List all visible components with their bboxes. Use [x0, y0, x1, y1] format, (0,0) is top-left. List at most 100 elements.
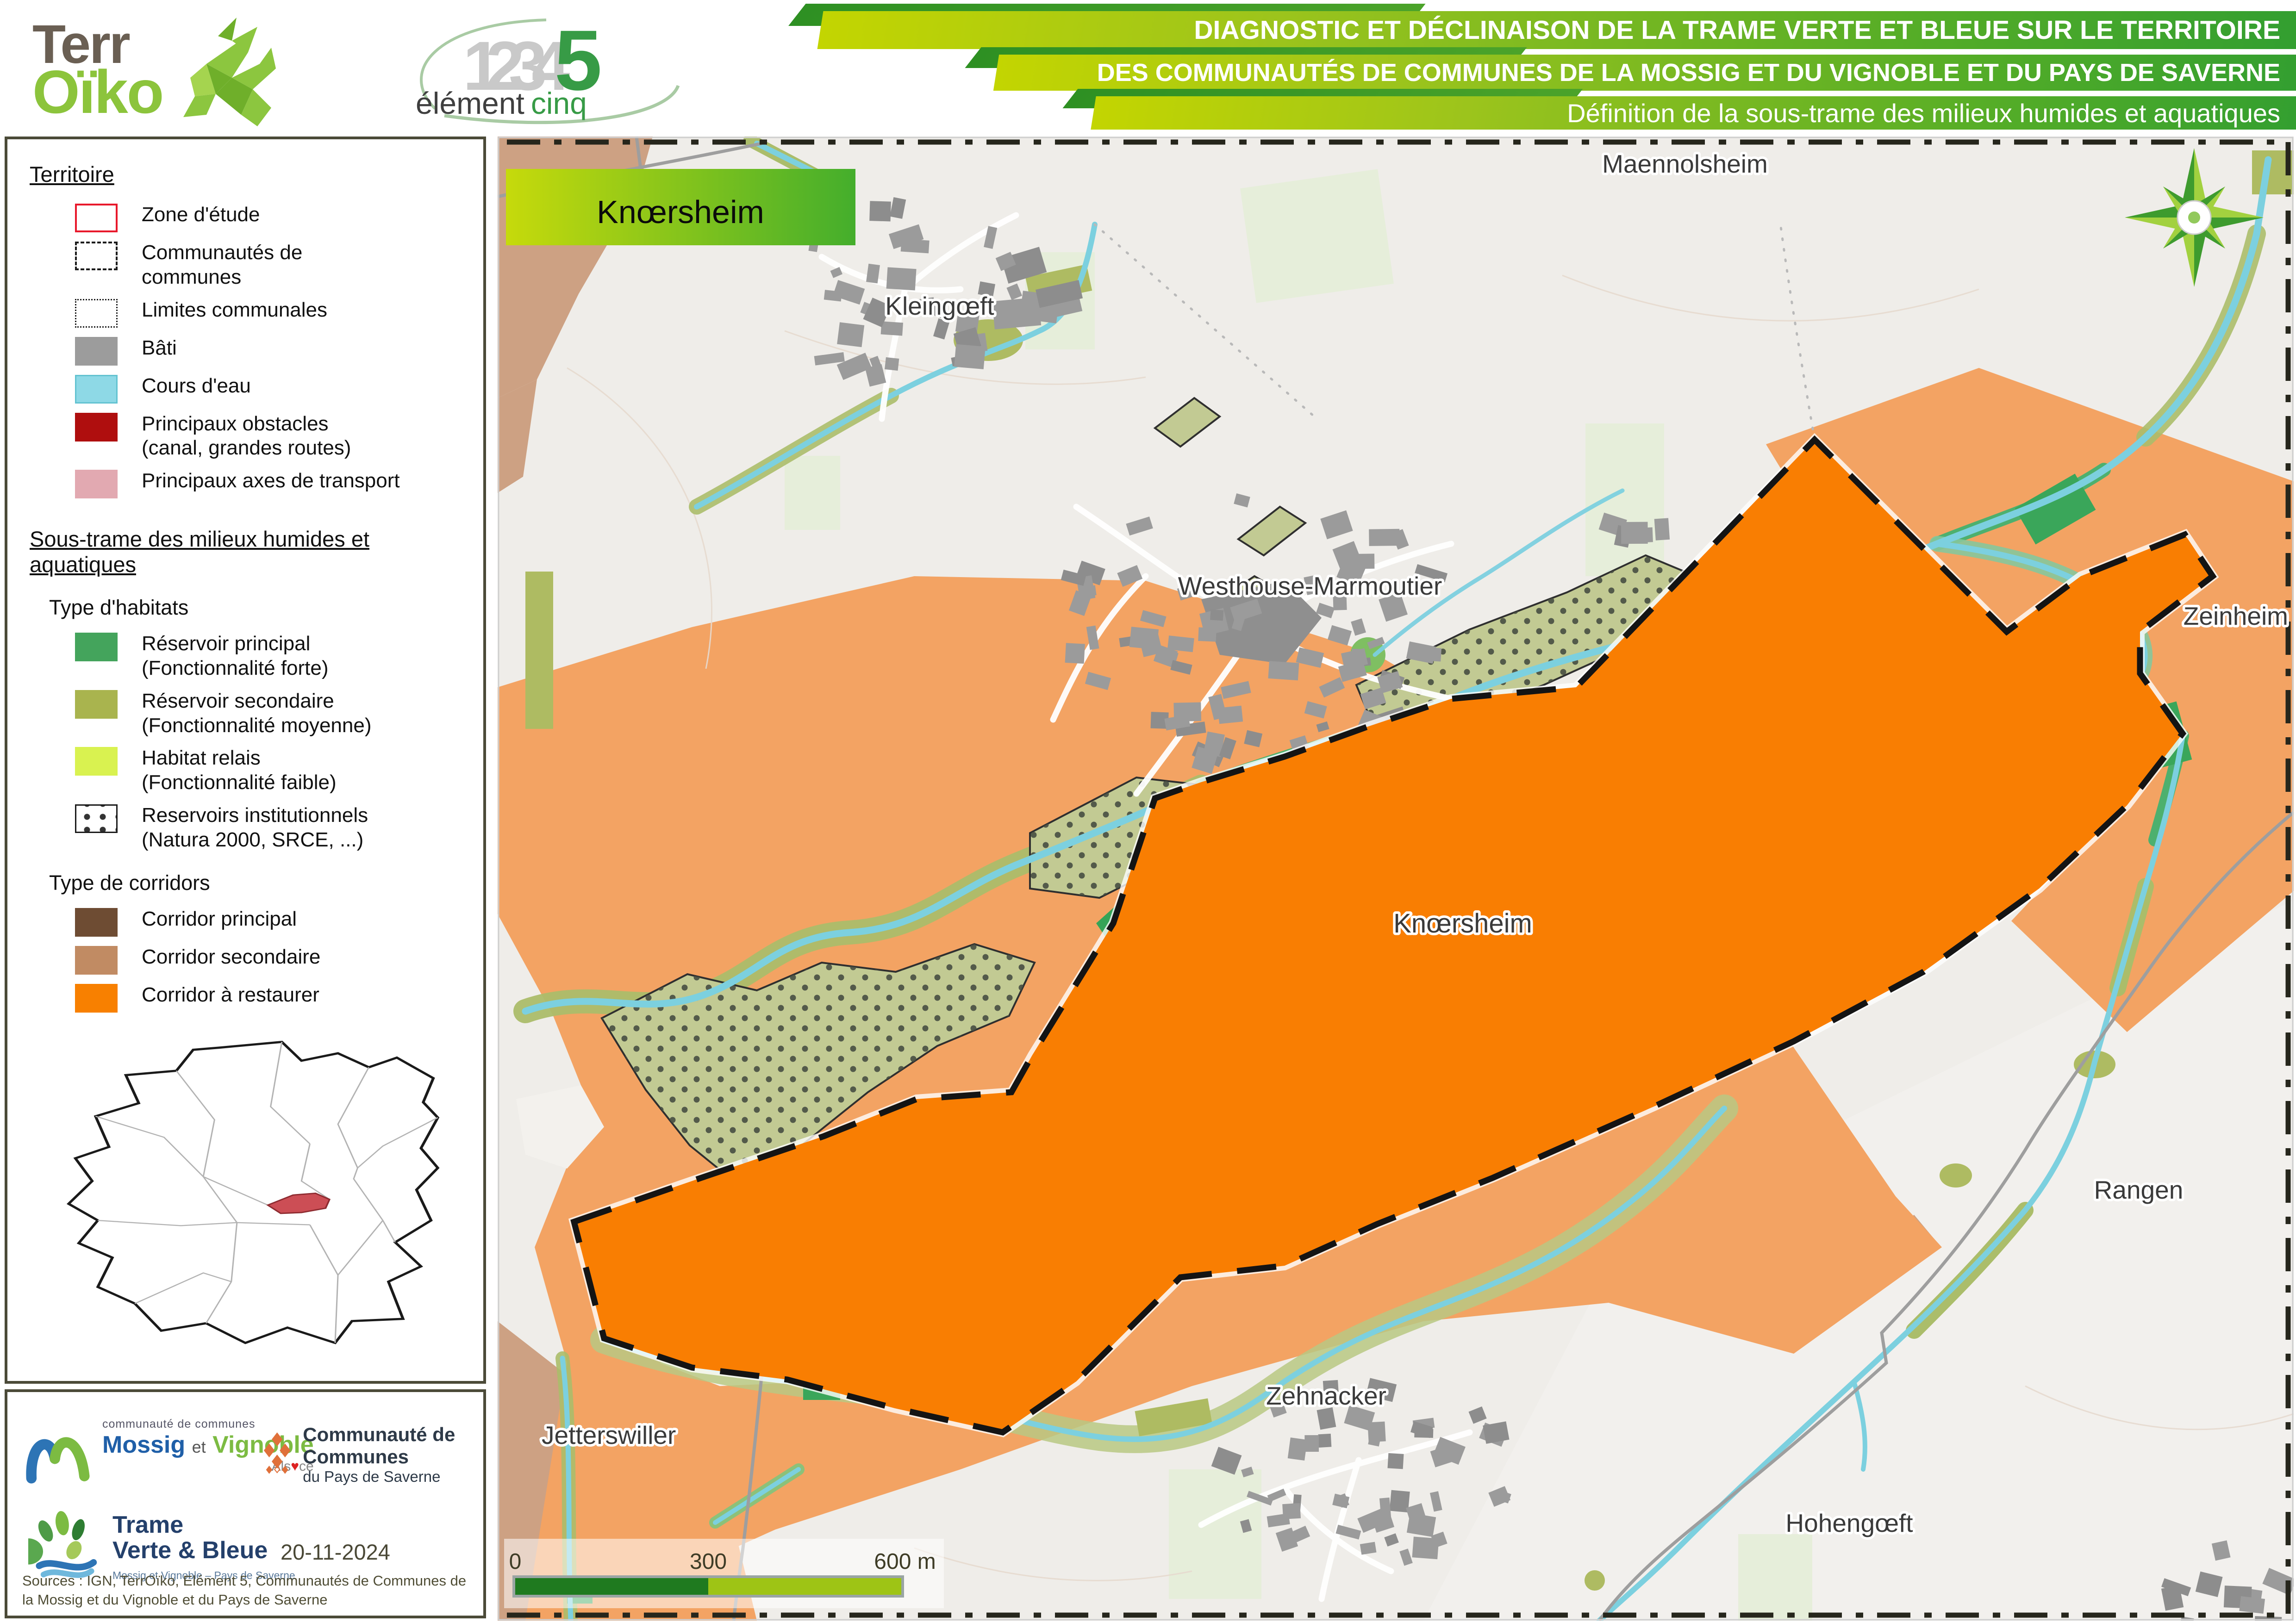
- building: [1323, 1380, 1339, 1399]
- building: [2211, 1540, 2231, 1561]
- building: [1240, 1519, 1252, 1533]
- building: [2239, 1596, 2265, 1614]
- building: [1379, 1497, 1391, 1518]
- building: [1296, 647, 1324, 668]
- building: [1379, 592, 1408, 622]
- credits-panel: communauté de communes Mossig et Vignobl…: [5, 1389, 486, 1618]
- building: [1268, 661, 1299, 681]
- building: [1006, 283, 1023, 300]
- building: [1621, 522, 1648, 544]
- legend-section-sous-trame: Sous-trame des milieux humides et aquati…: [30, 527, 370, 577]
- building: [1406, 1503, 1426, 1523]
- building: [1377, 671, 1403, 694]
- building: [1332, 1493, 1350, 1509]
- pays-saverne-logo: Communauté de Communes du Pays de Savern…: [260, 1420, 483, 1489]
- building: [1036, 280, 1083, 308]
- swatch-cours-eau: [75, 374, 118, 404]
- building: [1247, 1491, 1273, 1506]
- building: [1316, 1407, 1336, 1430]
- building: [1333, 588, 1347, 610]
- building: [1267, 1488, 1286, 1502]
- place-labels: Maennolsheim Kleingœft Westhouse-Marmout…: [539, 147, 2291, 1540]
- building: [1384, 1533, 1399, 1547]
- building: [1086, 625, 1099, 650]
- legend-item-cours-eau: Cours d'eau: [75, 374, 467, 404]
- pale-green-fields: [785, 169, 1812, 1623]
- building: [1129, 627, 1159, 650]
- building: [1068, 590, 1092, 616]
- building: [1167, 635, 1194, 653]
- label-maennolsheim: Maennolsheim: [1602, 149, 1768, 178]
- building: [1210, 609, 1224, 621]
- building: [1117, 565, 1143, 587]
- building: [1234, 493, 1250, 508]
- building: [869, 201, 891, 222]
- map-border: [498, 137, 2294, 1621]
- building: [1268, 1399, 1287, 1418]
- building: [1391, 529, 1409, 550]
- building: [1153, 645, 1178, 668]
- swatch-zone-etude: [75, 204, 118, 232]
- building: [1219, 737, 1236, 759]
- building: [1304, 1435, 1319, 1452]
- scale-300: 300: [690, 1549, 727, 1574]
- swatch-corridor-secondaire: [75, 945, 118, 975]
- building: [886, 267, 917, 291]
- swatch-bati: [75, 336, 118, 366]
- element-cinq-wordmark: élément cinq: [416, 86, 587, 120]
- legend-item-corridor-principal: Corridor principal: [75, 907, 467, 937]
- building: [1412, 1536, 1439, 1560]
- building: [1192, 746, 1218, 774]
- building: [1410, 1421, 1433, 1438]
- banner-3-text: Définition de la sous-trame des milieux …: [1567, 98, 2280, 128]
- map-title-box: Knœrsheim: [506, 169, 855, 245]
- building: [1367, 1421, 1386, 1443]
- mossig-m-icon: [26, 1437, 90, 1484]
- building: [906, 297, 935, 311]
- building: [978, 281, 996, 297]
- building: [830, 267, 842, 278]
- terroiko-word-terr: Terr: [32, 14, 131, 75]
- building: [1483, 1421, 1510, 1444]
- building: [1282, 1503, 1301, 1519]
- building: [1061, 569, 1086, 586]
- building: [1360, 687, 1386, 709]
- building: [1355, 553, 1375, 569]
- building: [1198, 627, 1217, 642]
- map-date: 20-11-2024: [281, 1540, 390, 1564]
- element-cinq-digits: 12345: [463, 13, 602, 108]
- building: [995, 252, 1016, 271]
- building: [1387, 1453, 1404, 1469]
- terroiko-word-oiko: Oïko: [32, 57, 164, 126]
- building: [1119, 636, 1133, 647]
- building: [1211, 1447, 1242, 1475]
- legend-item-reservoir-principal: Réservoir principal (Fonctionnalité forte…: [75, 632, 467, 681]
- building: [1170, 660, 1192, 675]
- building: [1140, 610, 1167, 628]
- building: [984, 226, 998, 249]
- building: [836, 353, 872, 380]
- building: [1208, 694, 1227, 720]
- building: [1304, 575, 1317, 595]
- building: [837, 322, 865, 348]
- swatch-communautes: [75, 242, 118, 270]
- map-svg: Knœrsheim Maennolsheim Kleingœft Westhou…: [497, 134, 2296, 1623]
- swatch-obstacles: [75, 412, 118, 442]
- label-rangen: Rangen: [2094, 1175, 2184, 1204]
- swatch-reservoirs-institutionnels: [75, 804, 118, 833]
- swatch-habitat-relais: [75, 747, 118, 776]
- building: [1431, 1531, 1447, 1548]
- saverne-diamonds-icon: [263, 1432, 291, 1474]
- building: [1304, 701, 1327, 719]
- banner-title-2: DES COMMUNAUTÉS DE COMMUNES DE LA MOSSIG…: [965, 47, 2296, 91]
- banner-title-1: DIAGNOSTIC ET DÉCLINAISON DE LA TRAME VE…: [788, 4, 2296, 49]
- building: [954, 344, 986, 369]
- legend-item-limites: Limites communales: [75, 298, 467, 328]
- legend-item-reservoir-secondaire: Réservoir secondaire (Fonctionnalité moye…: [75, 689, 467, 738]
- banner-2-text: DES COMMUNAUTÉS DE COMMUNES DE LA MOSSIG…: [1097, 59, 2280, 87]
- building: [1164, 715, 1191, 731]
- legend-subsection-habitats: Type d'habitats: [49, 596, 189, 620]
- compass-icon: [2125, 148, 2264, 287]
- building: [1085, 672, 1111, 690]
- scale-0: 0: [509, 1549, 522, 1574]
